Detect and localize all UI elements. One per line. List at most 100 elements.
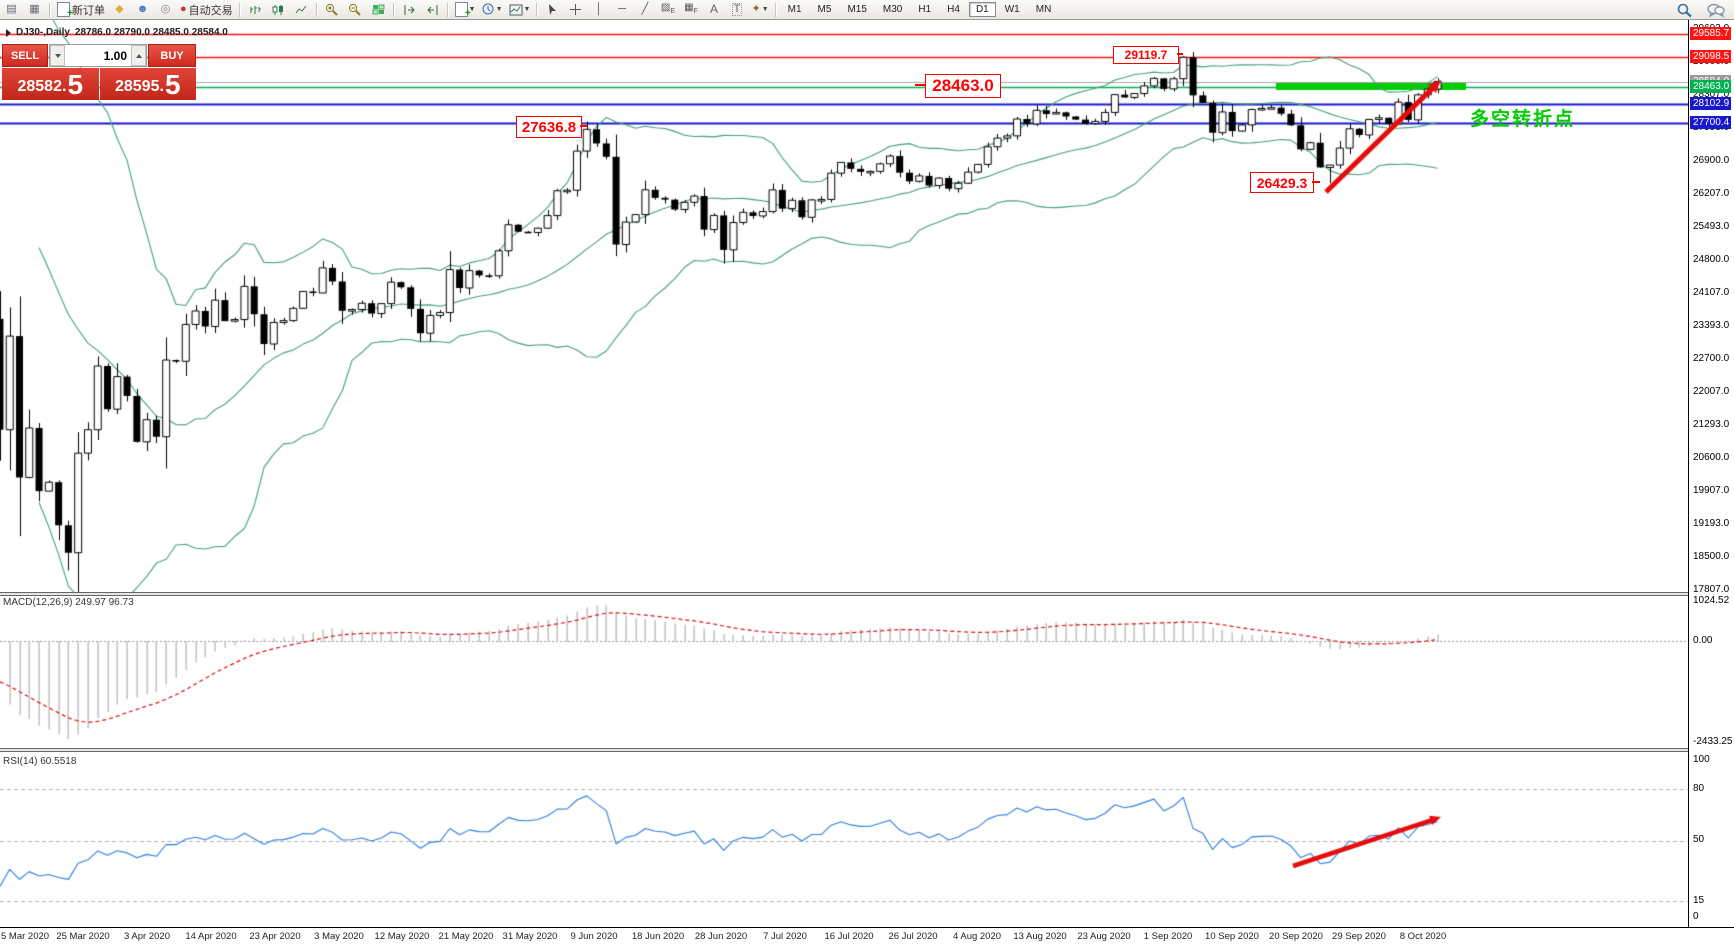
price-tick-label: 19193.0 <box>1693 518 1730 530</box>
date-label: 16 Jul 2020 <box>824 931 874 942</box>
cursor-icon[interactable] <box>542 1 563 19</box>
profiles-icon[interactable]: ▦ <box>29 3 40 15</box>
tab-timeframe-D1[interactable]: D1 <box>968 2 996 17</box>
tab-timeframe-M15[interactable]: M15 <box>847 4 867 15</box>
date-label: 20 Sep 2020 <box>1269 931 1323 942</box>
price-tick-label: 22007.0 <box>1693 385 1730 397</box>
date-label: 3 May 2020 <box>314 931 364 942</box>
trendline-icon[interactable]: ╱ <box>641 3 649 15</box>
tab-timeframe-M30[interactable]: M30 <box>882 4 903 15</box>
arrows-icon[interactable]: ✦ ▼ <box>751 3 769 15</box>
date-label: 7 Jul 2020 <box>763 931 807 942</box>
price-tick-label: 23393.0 <box>1693 320 1730 332</box>
chart-ohlc-values: 28786.0 28790.0 28485.0 28584.0 <box>74 27 228 38</box>
shift-end-icon[interactable] <box>399 1 420 19</box>
date-label: 9 Jun 2020 <box>570 931 618 942</box>
template-icon[interactable]: ▼ <box>507 1 533 19</box>
callout-connector <box>1312 181 1320 183</box>
new-order-label: 新订单 <box>72 4 105 17</box>
pane-divider[interactable] <box>0 748 1734 752</box>
price-callout[interactable]: 28463.0 <box>925 74 1001 98</box>
price-tag: 29585.7 <box>1690 27 1732 41</box>
new-chart-icon[interactable]: ▤ <box>6 3 17 15</box>
auto-scroll-icon[interactable] <box>422 1 443 19</box>
buy-price[interactable]: 28595. 5 <box>99 68 196 100</box>
price-tag: 27700.4 <box>1690 116 1732 130</box>
broadcast-icon[interactable]: ◎ <box>160 3 171 15</box>
text-icon[interactable]: A <box>709 2 718 16</box>
pane-divider[interactable] <box>0 592 1734 596</box>
date-label: 1 Sep 2020 <box>1143 931 1193 942</box>
one-click-trade-panel: SELL 1.00 BUY 28582. 5 28595. 5 <box>2 44 196 100</box>
vertical-line-icon[interactable]: │ <box>595 3 603 15</box>
sell-price[interactable]: 28582. 5 <box>2 68 99 100</box>
callout-connector <box>1177 53 1183 55</box>
one-click-collapse-icon[interactable] <box>6 28 11 37</box>
tab-timeframe-W1[interactable]: W1 <box>1004 4 1020 15</box>
line-chart-icon[interactable] <box>291 1 312 19</box>
callout-connector <box>580 125 587 127</box>
candlestick-chart-icon[interactable] <box>268 1 289 19</box>
time-axis[interactable]: 5 Mar 2020 25 Mar 2020 3 Apr 2020 14 Apr 20… <box>0 927 1734 947</box>
zoom-in-icon[interactable] <box>322 1 343 19</box>
new-window-icon[interactable]: + ▼ <box>453 1 478 19</box>
search-icon[interactable] <box>1674 1 1695 19</box>
sell-button[interactable]: SELL <box>2 44 48 67</box>
crosshair-icon[interactable] <box>565 1 586 19</box>
price-tick-label: 24800.0 <box>1693 254 1730 265</box>
price-tick-label: 22700.0 <box>1693 353 1730 365</box>
tile-windows-icon[interactable] <box>368 1 389 19</box>
price-tick-label: 20600.0 <box>1693 452 1730 464</box>
buy-price-dot: . <box>159 78 164 95</box>
macd-indicator-label: MACD(12,26,9) 249.97 96.73 <box>3 597 134 608</box>
price-tick-label: 26900.0 <box>1693 155 1730 166</box>
date-label: 23 Aug 2020 <box>1077 931 1131 942</box>
tab-timeframe-M1[interactable]: M1 <box>787 4 802 15</box>
volume-increase-button[interactable] <box>131 45 146 66</box>
macd-axis-label: 1024.52 <box>1693 595 1730 606</box>
fibonacci-icon[interactable]: ▦F <box>684 2 698 15</box>
rsi-axis-label: 80 <box>1693 783 1705 794</box>
price-tick-label: 28307.0 <box>1693 88 1730 100</box>
community-icon[interactable]: ☻ <box>136 3 149 15</box>
volume-input[interactable]: 1.00 <box>103 48 127 63</box>
price-tag: 28463.0 <box>1690 80 1732 94</box>
price-callout[interactable]: 29119.7 <box>1113 46 1179 64</box>
volume-decrease-button[interactable] <box>50 45 65 66</box>
date-label: 29 Sep 2020 <box>1332 931 1386 942</box>
zoom-out-icon[interactable] <box>345 1 366 19</box>
turning-point-annotation[interactable]: 多空转折点 <box>1470 109 1576 130</box>
price-callout[interactable]: 26429.3 <box>1250 172 1314 193</box>
toolbar-separator <box>392 2 395 17</box>
price-tick-label: 18500.0 <box>1693 551 1730 563</box>
rsi-axis-label: 15 <box>1693 895 1705 906</box>
bar-chart-icon[interactable] <box>245 1 266 19</box>
tab-timeframe-MN[interactable]: MN <box>1035 4 1052 15</box>
channel-icon[interactable]: ▨E <box>660 2 676 15</box>
toolbar-separator <box>49 2 51 17</box>
toolbar-separator <box>536 2 539 17</box>
horizontal-line-icon[interactable]: ─ <box>618 3 626 15</box>
date-label: 4 Aug 2020 <box>952 931 1002 942</box>
price-axis[interactable]: 29693.029000.028307.027593.026900.026207… <box>1688 19 1734 927</box>
callout-connector <box>915 84 925 86</box>
period-icon[interactable]: ▼ <box>480 1 505 19</box>
tab-timeframe-H1[interactable]: H1 <box>918 4 932 15</box>
autotrading-button[interactable]: ● 自动交易 <box>178 1 235 19</box>
price-tick-label: 17807.0 <box>1693 583 1730 595</box>
buy-button[interactable]: BUY <box>148 44 196 67</box>
price-callout[interactable]: 27636.8 <box>516 116 582 138</box>
tab-timeframe-M5[interactable]: M5 <box>817 4 832 15</box>
new-order-button[interactable]: + 新订单 <box>55 1 107 19</box>
text-label-icon[interactable]: T <box>731 3 743 16</box>
price-tag: 29098.5 <box>1690 50 1732 64</box>
price-tick-label: 19907.0 <box>1693 484 1730 496</box>
chat-icon[interactable] <box>1705 1 1727 19</box>
sell-price-int: 28582 <box>17 78 62 95</box>
date-label: 25 Mar 2020 <box>56 931 110 942</box>
volume-field: 1.00 <box>49 44 147 67</box>
date-label: 10 Sep 2020 <box>1205 931 1259 942</box>
tab-timeframe-H4[interactable]: H4 <box>947 4 960 15</box>
metaeditor-icon[interactable]: ◆ <box>115 3 124 15</box>
